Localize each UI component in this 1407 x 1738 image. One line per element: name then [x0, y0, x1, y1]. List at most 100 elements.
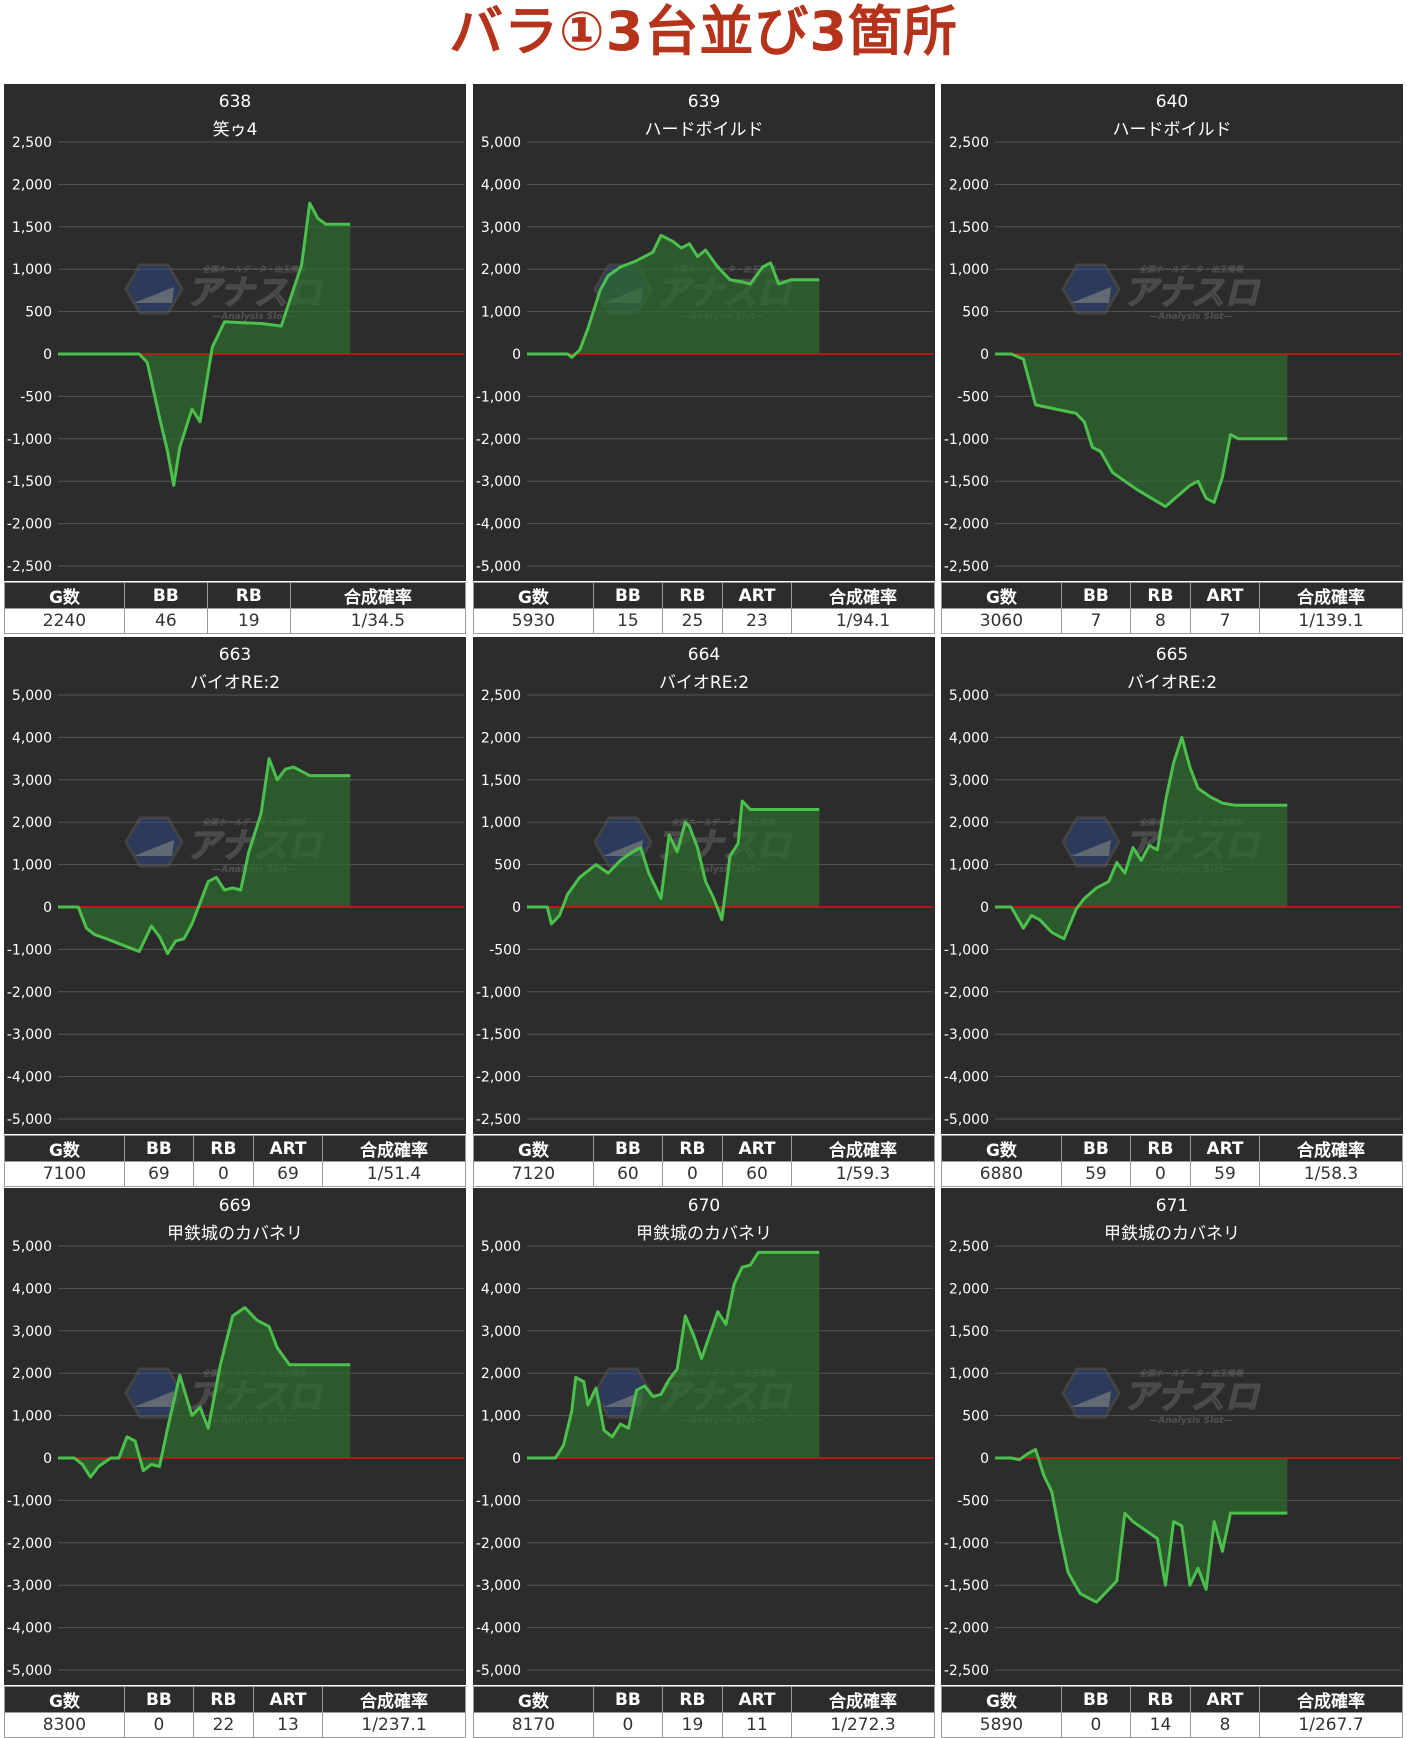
y-tick-label: -5,000: [944, 1112, 989, 1128]
chart-svg: 2,5002,0001,5001,0005000-500-1,000-1,500…: [941, 1188, 1403, 1685]
series-area: [58, 203, 350, 485]
stats-value-cell: 1/58.3: [1260, 1162, 1403, 1187]
stats-value-cell: 0: [124, 1713, 193, 1738]
y-tick-label: -2,500: [7, 559, 52, 575]
stats-value-cell: 7: [1061, 609, 1130, 634]
y-tick-label: -2,000: [476, 1536, 521, 1552]
y-tick-label: -5,000: [476, 1663, 521, 1679]
stats-header-cell: ART: [722, 1136, 791, 1162]
stats-header-cell: G数: [474, 1136, 594, 1162]
y-tick-label: -2,000: [944, 1621, 989, 1637]
machine-name: ハードボイルド: [473, 115, 935, 140]
stats-header-cell: 合成確率: [1260, 583, 1403, 609]
y-tick-label: -1,000: [7, 432, 52, 448]
y-tick-label: -1,000: [476, 985, 521, 1001]
stats-value-cell: 1/237.1: [323, 1713, 466, 1738]
machine-name: 甲鉄城のカバネリ: [941, 1219, 1403, 1244]
stats-header-cell: 合成確率: [290, 583, 465, 609]
stats-value-cell: 1/51.4: [323, 1162, 466, 1187]
stats-header-cell: RB: [194, 1687, 254, 1713]
y-tick-label: -5,000: [7, 1663, 52, 1679]
stats-value-cell: 1/267.7: [1260, 1713, 1403, 1738]
stats-header-cell: ART: [253, 1136, 322, 1162]
stats-value-cell: 3060: [942, 609, 1062, 634]
y-tick-label: -500: [957, 389, 989, 405]
y-tick-label: 2,000: [481, 262, 521, 278]
stats-header-cell: RB: [1131, 583, 1191, 609]
y-tick-label: -1,500: [944, 1578, 989, 1594]
machine-name: 甲鉄城のカバネリ: [473, 1219, 935, 1244]
y-tick-label: -3,000: [7, 1027, 52, 1043]
y-tick-label: 1,500: [949, 220, 989, 236]
stats-value-cell: 1/94.1: [792, 609, 935, 634]
chart-svg: 5,0004,0003,0002,0001,0000-1,000-2,000-3…: [4, 637, 466, 1134]
stats-header-cell: RB: [663, 1687, 723, 1713]
machine-number: 638: [4, 92, 466, 112]
y-tick-label: 1,000: [481, 305, 521, 321]
y-tick-label: 1,500: [12, 220, 52, 236]
stats-value-cell: 7100: [5, 1162, 125, 1187]
stats-header-cell: RB: [663, 583, 723, 609]
y-tick-label: -4,000: [7, 1621, 52, 1637]
stats-value-cell: 1/272.3: [792, 1713, 935, 1738]
y-tick-label: 0: [43, 1451, 52, 1467]
y-tick-label: 3,000: [949, 773, 989, 789]
chart-svg: 5,0004,0003,0002,0001,0000-1,000-2,000-3…: [473, 1188, 935, 1685]
y-tick-label: 1,000: [12, 858, 52, 874]
y-tick-label: -2,000: [7, 517, 52, 533]
stats-header-cell: ART: [1190, 1136, 1259, 1162]
y-tick-label: 1,000: [12, 262, 52, 278]
stats-value-cell: 0: [593, 1713, 662, 1738]
stats-header-cell: RB: [1131, 1136, 1191, 1162]
y-tick-label: 3,000: [481, 1324, 521, 1340]
stats-value-cell: 25: [663, 609, 723, 634]
stats-header-cell: BB: [593, 1687, 662, 1713]
chart-svg: 5,0004,0003,0002,0001,0000-1,000-2,000-3…: [473, 84, 935, 581]
stats-value-cell: 0: [194, 1162, 254, 1187]
y-tick-label: 1,500: [949, 1324, 989, 1340]
stats-header-cell: G数: [474, 583, 594, 609]
y-tick-label: -1,000: [944, 942, 989, 958]
stats-header-cell: G数: [5, 1687, 125, 1713]
y-tick-label: -2,000: [7, 1536, 52, 1552]
y-tick-label: 1,000: [949, 262, 989, 278]
stats-value-cell: 5930: [474, 609, 594, 634]
stats-value-cell: 0: [663, 1162, 723, 1187]
stats-value-cell: 6880: [942, 1162, 1062, 1187]
y-tick-label: 2,000: [949, 177, 989, 193]
y-tick-label: 4,000: [949, 730, 989, 746]
machine-name: 甲鉄城のカバネリ: [4, 1219, 466, 1244]
y-tick-label: 500: [494, 858, 521, 874]
watermark-wordmark: アナスロ: [1123, 1377, 1260, 1417]
machine-name: バイオRE:2: [941, 668, 1403, 693]
machine-number: 663: [4, 645, 466, 665]
machine-number: 671: [941, 1196, 1403, 1216]
watermark-subtitle: —Analysis Slot—: [1149, 312, 1232, 322]
stats-header-cell: BB: [593, 1136, 662, 1162]
y-tick-label: 0: [512, 1451, 521, 1467]
stats-header-cell: 合成確率: [792, 1136, 935, 1162]
stats-value-cell: 11: [722, 1713, 791, 1738]
y-tick-label: -1,000: [7, 942, 52, 958]
y-tick-label: 2,000: [12, 1366, 52, 1382]
machine-number: 669: [4, 1196, 466, 1216]
y-tick-label: 0: [980, 900, 989, 916]
stats-header-cell: G数: [942, 1687, 1062, 1713]
y-tick-label: -5,000: [7, 1112, 52, 1128]
stats-value-cell: 59: [1190, 1162, 1259, 1187]
stats-header-cell: G数: [5, 583, 125, 609]
series-area: [527, 235, 819, 357]
